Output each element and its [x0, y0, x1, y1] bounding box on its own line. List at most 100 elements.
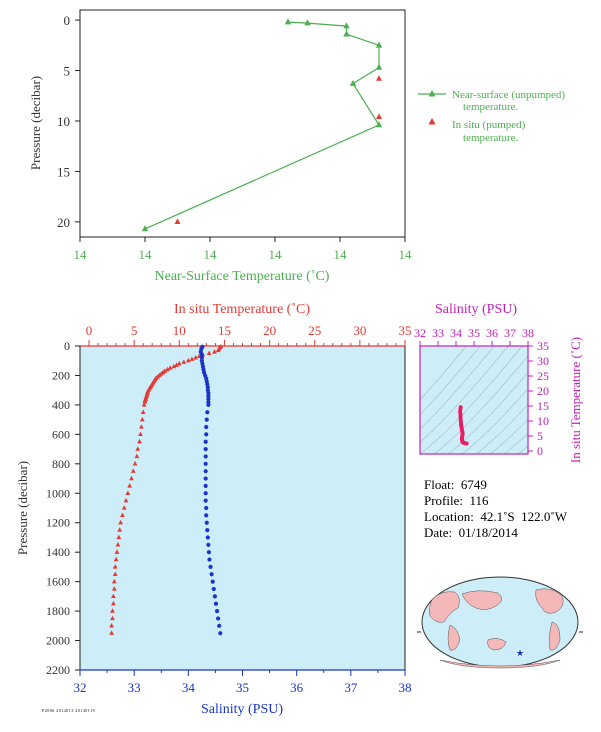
near-surface-temperature-point: [343, 30, 350, 37]
temperature-profile-point: [181, 359, 187, 364]
temperature-profile-point: [113, 556, 119, 562]
legend-marker-near-surface: [428, 90, 436, 97]
ts-y-axis-label: In situ Temperature (˚C): [568, 337, 583, 463]
profile-y-tick-label: 400: [52, 398, 70, 412]
top-x-tick-label: 14: [74, 247, 88, 262]
salinity-profile-point: [206, 396, 211, 402]
top-x-tick-label: 14: [399, 247, 413, 262]
temperature-profile-point: [138, 431, 143, 437]
legend: Near-surface (unpumped) temperature. In …: [418, 89, 565, 144]
density-contour: [489, 418, 528, 454]
near-surface-temperature-line: [144, 21, 380, 230]
salinity-profile-point: [212, 594, 217, 599]
salinity-profile-point: [199, 352, 204, 357]
temperature-profile-point: [111, 593, 116, 599]
temperature-tick-label: 5: [131, 323, 138, 338]
profile-top-axis-label: In situ Temperature (˚C): [174, 302, 310, 317]
salinity-profile-point: [210, 579, 215, 584]
salinity-profile-point: [206, 399, 211, 405]
salinity-profile-point: [208, 564, 213, 570]
float-location-star-icon: ★: [516, 648, 524, 658]
temperature-profile-point: [111, 578, 117, 584]
profile-y-tick-label: 800: [52, 457, 70, 471]
ts-salinity-tick-label: 36: [486, 326, 498, 340]
salinity-profile-point: [209, 572, 214, 577]
salinity-profile-point: [205, 535, 210, 540]
temperature-profile-point: [140, 409, 146, 414]
salinity-profile-point: [203, 498, 208, 503]
temperature-profile-point: [141, 402, 147, 407]
salinity-profile-point: [206, 550, 212, 555]
profile-y-axis-label: Pressure (decibar): [15, 461, 30, 555]
ts-salinity-tick-label: 34: [450, 326, 462, 340]
map-ocean: [421, 576, 579, 668]
temperature-profile-point: [139, 424, 144, 429]
salinity-profile-point: [204, 432, 209, 437]
ts-temperature-tick-label: 0: [537, 444, 543, 458]
profile-date: Date: 01/18/2014: [424, 525, 518, 540]
ts-points-layer: [458, 405, 469, 446]
profile-y-tick-label: 600: [52, 427, 70, 441]
density-contour: [420, 346, 509, 443]
profile-bottom-axis-label: Salinity (PSU): [201, 702, 283, 717]
temperature-tick-label: 0: [86, 323, 93, 338]
top-y-axis: 0 5 10 15 20: [57, 13, 80, 230]
salinity-profile-point: [207, 557, 212, 562]
salinity-profile-point: [203, 483, 208, 489]
profile-y-tick-label: 2000: [46, 634, 70, 648]
ts-temperature-tick-label: 30: [537, 354, 549, 368]
temperature-profile-point: [109, 630, 114, 635]
ts-density-contours: [420, 346, 528, 454]
legend-label-in-situ-1: In situ (pumped): [452, 119, 526, 131]
salinity-profile-point: [204, 424, 209, 430]
temperature-profile-point: [120, 512, 125, 518]
top-y-axis-label: Pressure (decibar): [28, 76, 43, 170]
temperature-profile-point: [111, 586, 117, 591]
salinity-tick-label: 34: [182, 680, 196, 695]
float-location-map: ★: [417, 576, 583, 669]
top-y-tick-label: 15: [57, 164, 70, 179]
top-x-axis: 14 14 14 14 14 14: [74, 237, 413, 262]
ts-temperature-tick-label: 25: [537, 369, 549, 383]
density-contour: [461, 388, 528, 454]
temperature-profile-point: [110, 608, 115, 613]
top-plot-frame: [79, 9, 406, 238]
temperature-tick-label: 10: [173, 323, 186, 338]
temperature-profile-point: [130, 468, 136, 473]
temperature-profile-point: [212, 349, 217, 354]
legend-marker-in-situ: [428, 118, 436, 125]
ts-salinity-tick-label: 38: [522, 326, 534, 340]
legend-label-near-surface-1: Near-surface (unpumped): [452, 89, 565, 101]
temperature-profile-point: [123, 497, 129, 503]
near-surface-temperature-point: [375, 121, 383, 128]
top-y-tick-label: 0: [64, 13, 71, 28]
density-contour: [420, 346, 495, 430]
temperature-profile-point: [129, 475, 134, 481]
salinity-profile-point: [206, 402, 211, 408]
temperature-profile-point: [139, 416, 145, 422]
salinity-profile-point: [218, 631, 223, 636]
profile-number: Profile: 116: [424, 493, 489, 508]
ts-salinity-tick-label: 35: [468, 326, 480, 340]
profile-plot-background: [80, 346, 405, 670]
footer-code: P2006 2014013 20140119: [42, 708, 96, 713]
salinity-profile-point: [216, 616, 221, 621]
temperature-profile-point: [165, 366, 170, 372]
float-location: Location: 42.1˚S 122.0˚W: [424, 509, 567, 524]
near-surface-temperature-point: [304, 19, 311, 26]
near-surface-temperature-point: [375, 63, 383, 70]
ts-salinity-axis: 32 33 34 35 36 37 38: [414, 326, 534, 346]
temperature-tick-label: 30: [353, 323, 366, 338]
temperature-tick-label: 20: [263, 323, 276, 338]
ts-temperature-tick-label: 35: [537, 339, 549, 353]
ts-temperature-tick-label: 10: [537, 414, 549, 428]
salinity-profile-point: [204, 520, 209, 525]
temperature-tick-label: 35: [399, 323, 412, 338]
profile-series-layer: [109, 343, 224, 636]
temperature-profile-point: [110, 615, 115, 621]
temperature-profile-point: [135, 446, 141, 451]
density-contour: [503, 432, 528, 454]
temperature-profile-point: [171, 363, 177, 369]
temperature-profile-point: [132, 461, 138, 466]
